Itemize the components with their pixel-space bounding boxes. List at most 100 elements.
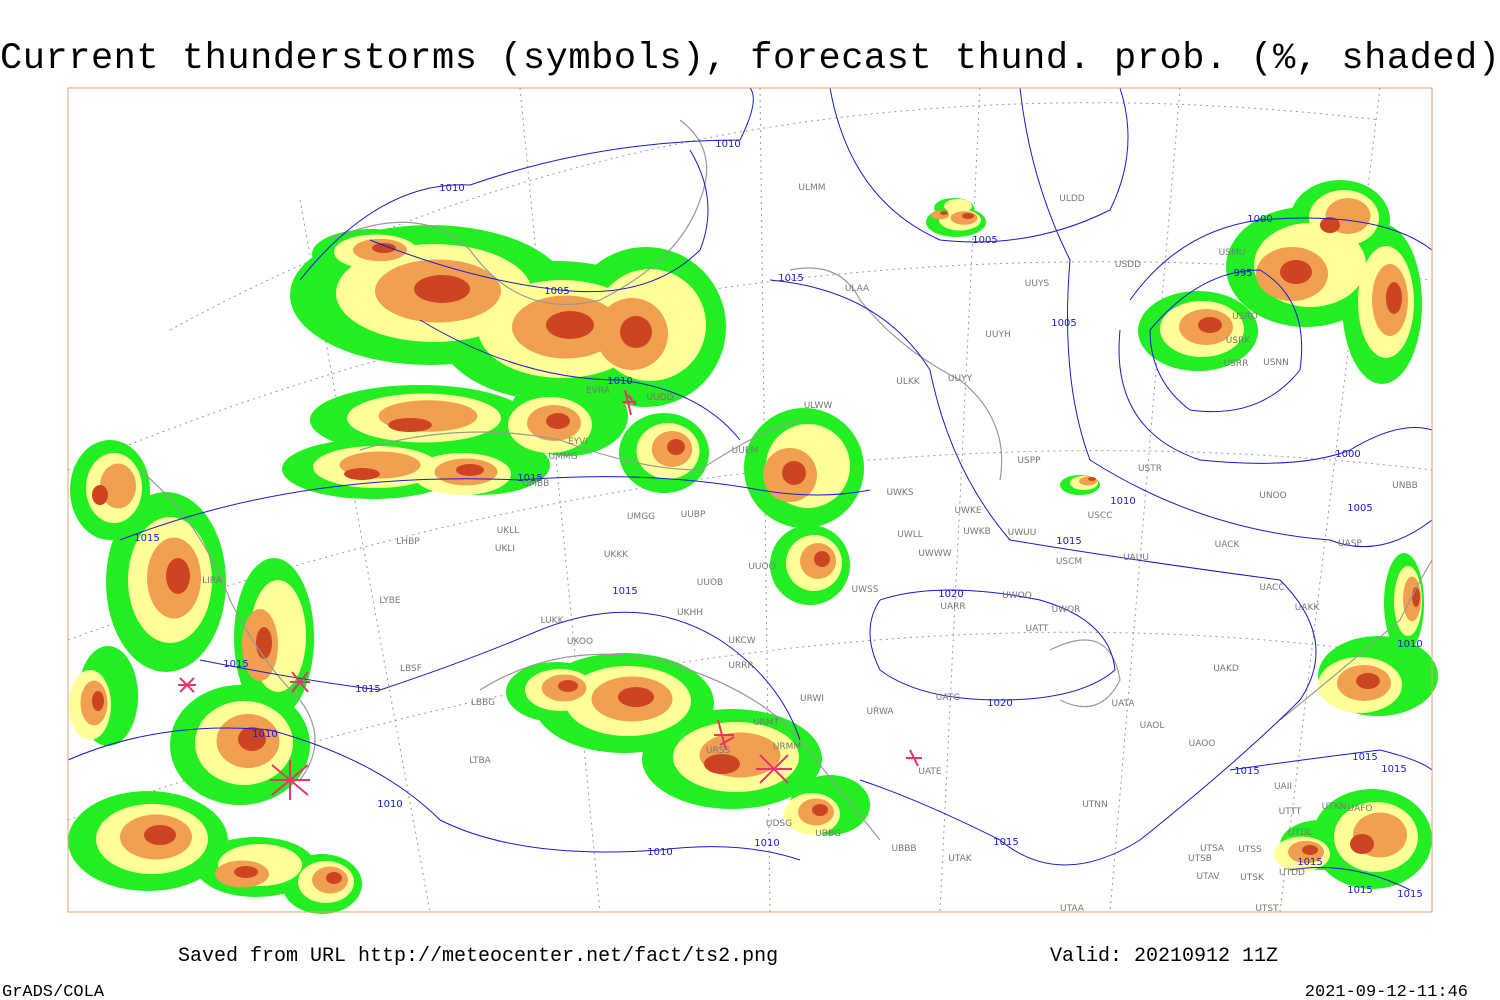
isobar-label: 1010 — [715, 139, 740, 150]
shade-blob — [388, 418, 432, 432]
shade-blob — [558, 680, 578, 692]
station-code: UTKN — [1322, 802, 1347, 812]
isobar-label: 1010 — [607, 376, 632, 387]
station-code: UTAK — [948, 854, 973, 864]
shade-blob — [620, 316, 652, 348]
station-code: UASP — [1338, 539, 1362, 549]
shade-blob — [1198, 317, 1222, 333]
station-code: UAII — [1274, 782, 1292, 792]
isobar-label: 1010 — [754, 838, 779, 849]
station-code: UARR — [940, 602, 965, 612]
shade-blob — [166, 558, 190, 594]
station-code: URWI — [800, 694, 824, 704]
shade-blob — [372, 243, 396, 253]
station-code: UUOB — [697, 578, 723, 588]
isobar-label: 1010 — [1397, 639, 1422, 650]
station-code: UMBB — [523, 479, 550, 489]
shade-blob — [238, 727, 266, 751]
station-code: UNOO — [1259, 491, 1287, 501]
isobar-label: 995 — [1233, 268, 1252, 279]
shade-blob — [618, 687, 654, 707]
isobar-label: 1010 — [647, 847, 672, 858]
station-code: EYVI — [568, 437, 588, 447]
station-code: UUEM — [732, 446, 759, 456]
isobar-label: 1005 — [544, 286, 569, 297]
isobar-label: 1015 — [1234, 766, 1259, 777]
station-code: UAFO — [1347, 804, 1372, 814]
station-code: UKKK — [604, 550, 629, 560]
shade-blob — [1088, 477, 1096, 481]
station-code: UACK — [1215, 540, 1241, 550]
station-code: ULAA — [845, 284, 870, 294]
station-code: USTR — [1138, 464, 1162, 474]
station-code: LUKK — [541, 616, 565, 626]
isobar-label: 1015 — [993, 837, 1018, 848]
plot-frame — [67, 87, 1433, 913]
station-code: UUYS — [1025, 279, 1050, 289]
station-code: UWWW — [918, 549, 951, 559]
isobar-label: 1015 — [355, 684, 380, 695]
station-code: UACC — [1259, 583, 1284, 593]
shade-blob — [144, 825, 176, 845]
isobar-label: 1015 — [1347, 885, 1372, 896]
station-code: UTDL — [1288, 828, 1312, 838]
isobar-label: 1015 — [1056, 536, 1081, 547]
isobar-label: 1000 — [1247, 214, 1272, 225]
station-code: LBBG — [471, 698, 495, 708]
station-code: LTBA — [469, 756, 491, 766]
isobar-label: 1010 — [1110, 496, 1135, 507]
station-code: UTSK — [1240, 873, 1265, 883]
shade-blob — [326, 872, 342, 884]
station-code: UUDD — [646, 393, 673, 403]
shade-blob — [782, 461, 806, 485]
station-code: UWOO — [1002, 591, 1032, 601]
station-code: UTDD — [1279, 868, 1305, 878]
station-code: UTSB — [1188, 854, 1212, 864]
station-code: UAKK — [1295, 603, 1321, 613]
station-code: USCM — [1056, 557, 1082, 567]
shade-blob — [546, 413, 570, 429]
shade-blob — [704, 754, 740, 774]
station-code: UTNN — [1082, 800, 1108, 810]
station-code: UWKE — [954, 506, 981, 516]
shade-blob — [546, 311, 594, 339]
station-code: USNN — [1263, 358, 1289, 368]
station-code: USRK — [1226, 336, 1252, 346]
isobar-label: 1020 — [938, 589, 963, 600]
station-code: UKHH — [677, 608, 703, 618]
storm-symbols — [178, 389, 922, 800]
station-code: EVRA — [586, 386, 611, 396]
station-code: UKLI — [495, 544, 515, 554]
shade-blob — [344, 468, 380, 480]
station-code: UUBP — [681, 510, 706, 520]
shade-blob — [256, 627, 272, 659]
isobar-label: 1015 — [778, 273, 803, 284]
isobar-label: 1005 — [1347, 503, 1372, 514]
station-code: USRR — [1224, 359, 1249, 369]
isobar-label: 1005 — [972, 235, 997, 246]
software: GrADS/COLA — [2, 983, 105, 1000]
isobar-label: 1015 — [223, 659, 248, 670]
station-code: UWOR — [1052, 605, 1081, 615]
isobar-label: 1015 — [1352, 752, 1377, 763]
station-code: UUYY — [948, 374, 973, 384]
title: Current thunderstorms (symbols), forecas… — [0, 38, 1500, 80]
station-code: UKOO — [567, 637, 593, 647]
station-code: UMMG — [548, 452, 577, 462]
station-code: LHBP — [396, 537, 420, 547]
station-code: UWKB — [963, 527, 991, 537]
station-code: UKLL — [497, 526, 520, 536]
station-code: UUYH — [985, 330, 1010, 340]
shade-blob — [667, 439, 685, 455]
source-url: Saved from URL http://meteocenter.net/fa… — [178, 945, 778, 968]
station-code: UDSG — [766, 819, 792, 829]
station-code: UAKD — [1213, 664, 1239, 674]
station-code: USPP — [1017, 456, 1041, 466]
isobar-label: 1015 — [612, 586, 637, 597]
station-code: ULDD — [1059, 194, 1085, 204]
station-code: UBBB — [891, 844, 916, 854]
station-code: UKCW — [728, 636, 755, 646]
station-code: UATA — [1111, 699, 1135, 709]
